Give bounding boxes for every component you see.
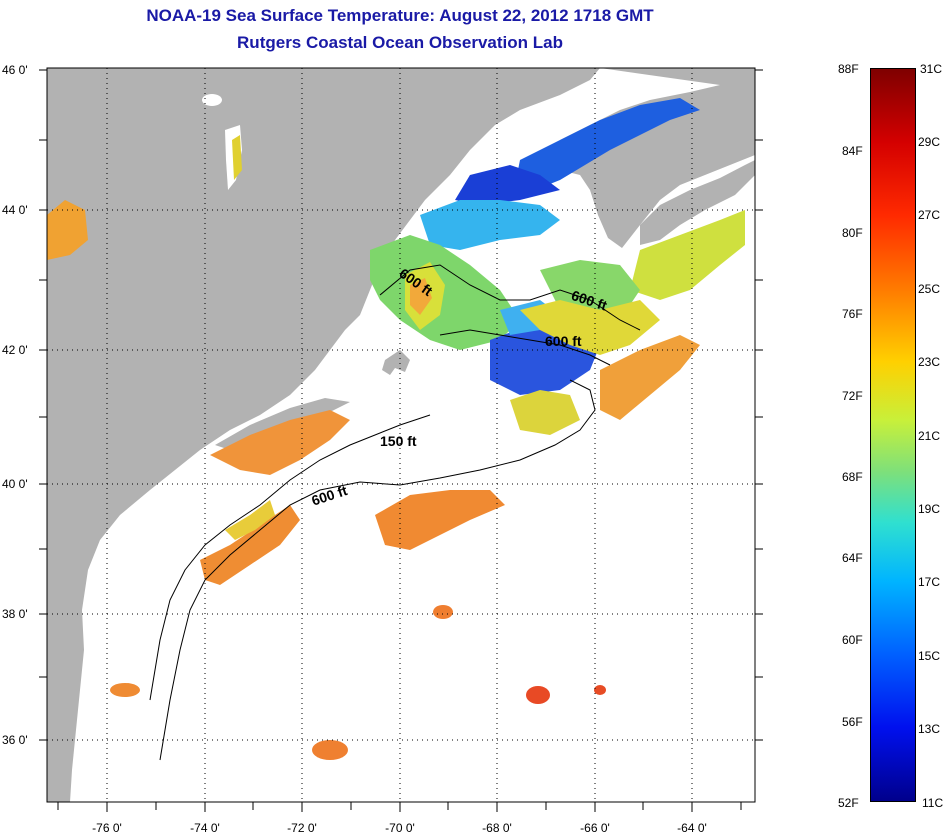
sst-lake-patch: [232, 135, 242, 180]
sst-yellow-scotian: [630, 210, 745, 300]
land-nova-scotia: [548, 68, 755, 248]
contour-label: 150 ft: [380, 433, 417, 449]
contour-label: 600 ft: [545, 333, 582, 349]
graticule: [47, 68, 755, 802]
plot-frame: [46, 67, 756, 803]
colorbar-c-label: 31C: [920, 62, 943, 76]
colorbar-c-label: 19C: [918, 502, 941, 516]
lat-label: 44 0': [2, 203, 28, 217]
colorbar-f-label: 80F: [842, 226, 863, 240]
lon-label: -72 0': [287, 821, 317, 835]
sst-orange-offshore-e: [600, 335, 700, 420]
contour-150ft: [149, 414, 431, 701]
x-ticks: [57, 802, 742, 812]
contour-georges: [439, 329, 611, 366]
sst-yellow-offshore: [520, 300, 660, 355]
colorbar-f-label: 84F: [842, 144, 863, 158]
lat-label: 46 0': [2, 63, 28, 77]
colorbar-c-label: 27C: [918, 208, 941, 222]
land-us-mainland: [47, 68, 600, 802]
colorbar-c-label: 13C: [918, 722, 941, 736]
lat-label: 42 0': [2, 343, 28, 357]
sst-yellow-nj: [225, 500, 275, 540]
colorbar-f-label: 60F: [842, 633, 863, 647]
colorbar-f-label: 52F: [838, 796, 859, 810]
contour-600ft-south: [159, 379, 596, 761]
colorbar-f-label: 88F: [838, 62, 859, 76]
lon-label: -70 0': [385, 821, 415, 835]
lon-label: -66 0': [580, 821, 610, 835]
sst-cold-maine: [455, 165, 560, 205]
colorbar-c-label: 17C: [918, 575, 941, 589]
colorbar-f-label: 64F: [842, 551, 863, 565]
colorbar-f-label: 68F: [842, 470, 863, 484]
sst-patch-5: [594, 685, 606, 695]
colorbar-c-label: 11C: [922, 796, 944, 810]
lon-label: -68 0': [482, 821, 512, 835]
sst-patch-1: [433, 605, 453, 619]
sst-cold-fundy: [515, 98, 700, 190]
sst-patch-2: [526, 686, 550, 704]
chesapeake-bay: [85, 560, 108, 720]
y-ticks: [39, 69, 763, 741]
sst-orange-slope: [375, 490, 505, 550]
land-nova-scotia-peninsula: [640, 160, 755, 245]
colorbar-c-label: 21C: [918, 429, 941, 443]
delaware-bay: [130, 505, 160, 540]
sst-orange-nj-shelf: [200, 505, 300, 585]
map-subtitle: Rutgers Coastal Ocean Observation Lab: [237, 33, 563, 52]
lon-label: -64 0': [677, 821, 707, 835]
sst-green-gom: [370, 235, 520, 350]
lon-label: -76 0': [92, 821, 122, 835]
sst-lake-ontario: [47, 200, 88, 260]
map-title: NOAA-19 Sea Surface Temperature: August …: [146, 6, 654, 25]
colorbar-f-label: 76F: [842, 307, 863, 321]
colorbar-c-label: 29C: [918, 135, 941, 149]
colorbar-c-label: 23C: [918, 355, 941, 369]
land-cape-cod: [382, 350, 410, 375]
sst-cyan-maine: [420, 200, 560, 250]
temperature-colorbar: [870, 68, 916, 802]
colorbar-f-label: 56F: [842, 715, 863, 729]
sst-orange-gom: [410, 278, 432, 315]
colorbar-f-label: 72F: [842, 389, 863, 403]
sst-yellow-shelf: [510, 390, 580, 435]
contour-600ft-gom: [379, 264, 641, 331]
colorbar-c-label: 25C: [918, 282, 941, 296]
sst-orange-bight: [210, 410, 350, 475]
lat-label: 36 0': [2, 733, 28, 747]
lat-label: 38 0': [2, 607, 28, 621]
lake-patch: [202, 94, 222, 106]
sst-patch-4: [312, 740, 348, 760]
sst-patch-3: [110, 683, 140, 697]
colorbar-c-label: 15C: [918, 649, 941, 663]
lon-label: -74 0': [190, 821, 220, 835]
lat-label: 40 0': [2, 477, 28, 491]
